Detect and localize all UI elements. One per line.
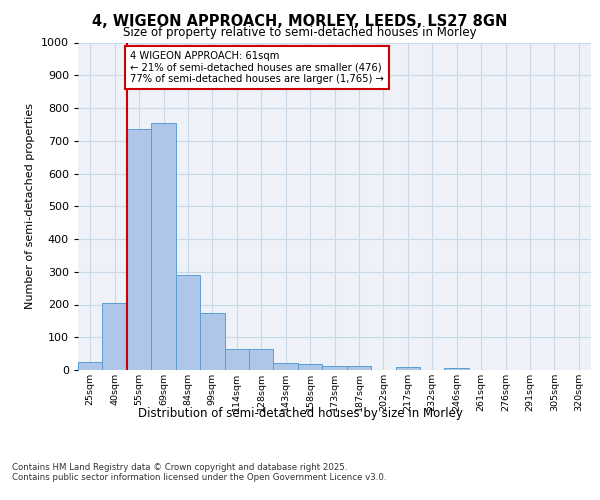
Bar (298, 364, 322, 370)
Bar (249, 348, 274, 370)
Y-axis label: Number of semi-detached properties: Number of semi-detached properties (25, 104, 35, 309)
Bar (445, 368, 469, 370)
Bar (274, 364, 298, 370)
Bar (151, 122, 176, 370)
Bar (224, 348, 249, 370)
Bar (347, 366, 371, 370)
Text: Distribution of semi-detached houses by size in Morley: Distribution of semi-detached houses by … (137, 408, 463, 420)
Text: 4, WIGEON APPROACH, MORLEY, LEEDS, LS27 8GN: 4, WIGEON APPROACH, MORLEY, LEEDS, LS27 … (92, 14, 508, 29)
Bar (78, 362, 103, 370)
Bar (127, 130, 151, 370)
Bar (395, 368, 420, 370)
Bar (176, 275, 200, 370)
Text: 4 WIGEON APPROACH: 61sqm
← 21% of semi-detached houses are smaller (476)
77% of : 4 WIGEON APPROACH: 61sqm ← 21% of semi-d… (130, 50, 383, 84)
Text: Contains HM Land Registry data © Crown copyright and database right 2025.: Contains HM Land Registry data © Crown c… (12, 462, 347, 471)
Text: Contains public sector information licensed under the Open Government Licence v3: Contains public sector information licen… (12, 472, 386, 482)
Bar (103, 303, 127, 370)
Text: Size of property relative to semi-detached houses in Morley: Size of property relative to semi-detach… (123, 26, 477, 39)
Bar (200, 312, 224, 370)
Bar (322, 366, 347, 370)
